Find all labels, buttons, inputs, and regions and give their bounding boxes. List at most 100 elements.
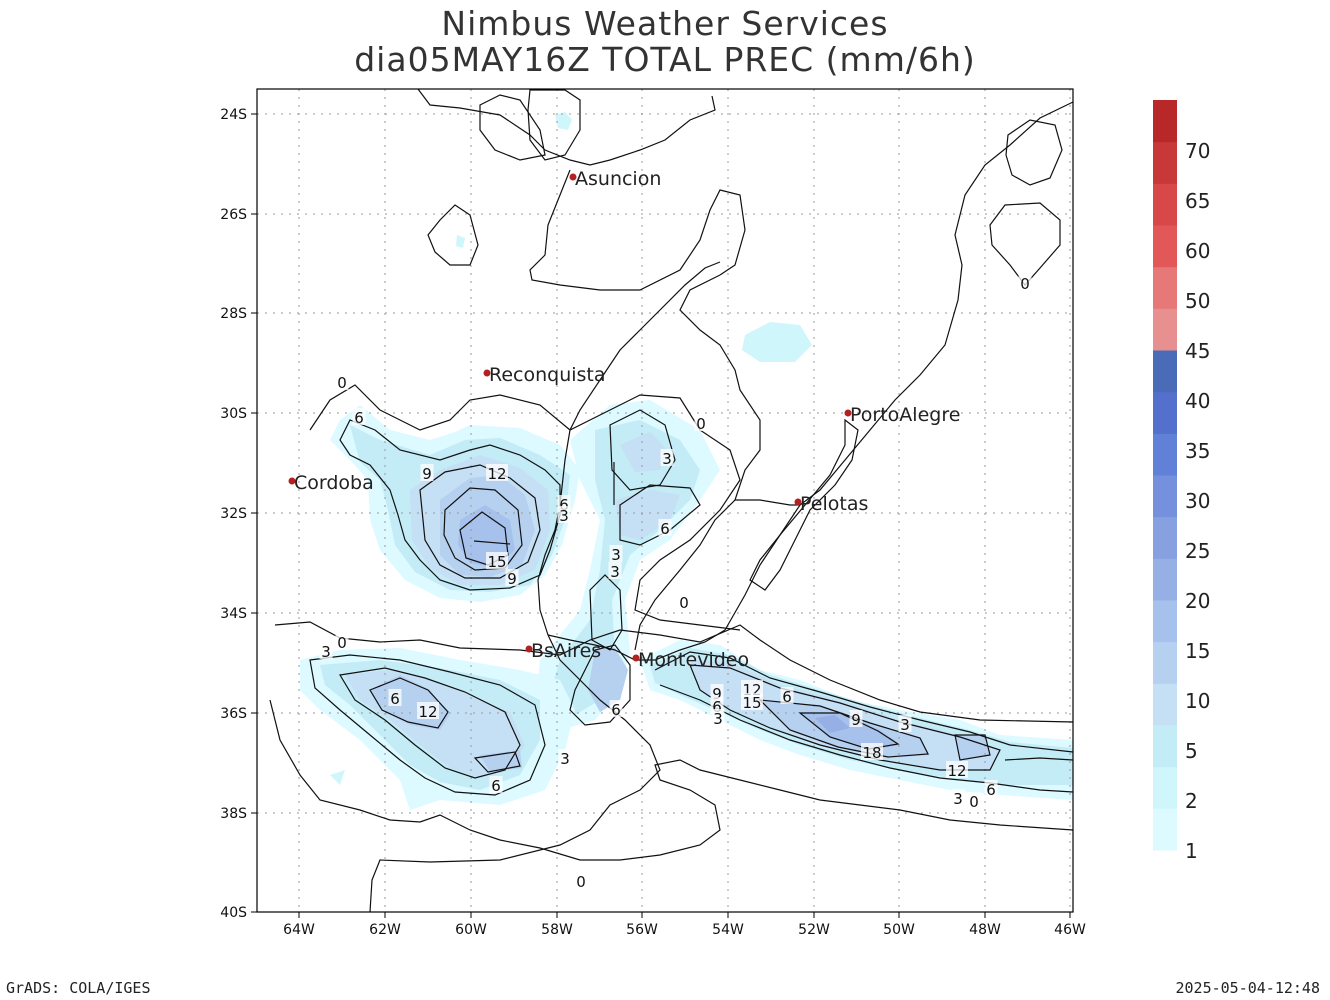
- colorbar-segment: [1153, 183, 1177, 226]
- contour-label: 12: [487, 465, 506, 483]
- city-label: Montevideo: [638, 649, 749, 671]
- colorbar-label: 25: [1185, 539, 1210, 563]
- city-label: BsAires: [531, 640, 601, 662]
- city-label: Reconquista: [489, 364, 606, 386]
- contour-label: 6: [354, 409, 364, 427]
- contour-label-bg: [388, 689, 402, 706]
- colorbar-label: 2: [1185, 789, 1198, 813]
- colorbar-segment: [1153, 725, 1177, 768]
- lon-tick-label: 50W: [883, 922, 915, 938]
- contour-label-bg: [609, 545, 623, 562]
- colorbar-segment: [1153, 391, 1177, 434]
- colorbar-label: 60: [1185, 239, 1210, 263]
- contour-0-south: [274, 621, 1073, 723]
- contour-label: 3: [560, 750, 570, 768]
- lon-tick-label: 62W: [369, 922, 401, 938]
- colorbar-label: 50: [1185, 289, 1210, 313]
- contour-label: 0: [576, 873, 586, 891]
- colorbar-label: 45: [1185, 339, 1210, 363]
- contour-ocean-4: [758, 699, 929, 758]
- contour-label-bg: [849, 710, 863, 727]
- city-label: PortoAlegre: [850, 404, 960, 426]
- lon-tick-label: 48W: [969, 922, 1001, 938]
- contour-label: 9: [712, 685, 722, 703]
- contour-0-south-2: [269, 699, 1073, 861]
- contour-ocean-1: [654, 651, 1073, 753]
- contour-label: 6: [712, 698, 722, 716]
- colorbar-segment: [1153, 808, 1177, 851]
- contour-ne-2: [989, 202, 1061, 286]
- contour-label: 6: [390, 690, 400, 708]
- city-marker: [569, 173, 577, 181]
- colorbar-segment: [1153, 641, 1177, 684]
- contour-label: 3: [953, 790, 963, 808]
- contour-central-2: [619, 484, 701, 546]
- colorbar-label: 20: [1185, 589, 1210, 613]
- contour-inner-1: [339, 419, 561, 591]
- footer-credit: GrADS: COLA/IGES: [6, 979, 151, 997]
- rio-de-la-plata: [537, 261, 721, 636]
- contour-label-bg: [658, 519, 672, 536]
- contour-label: 3: [713, 710, 723, 728]
- contour-label: 18: [862, 744, 881, 762]
- contour-label-bg: [677, 593, 691, 610]
- contour-label-bg: [861, 743, 883, 760]
- contour-label: 3: [610, 563, 620, 581]
- contour-label-bg: [694, 414, 708, 431]
- colorbar-segment: [1153, 766, 1177, 809]
- contour-label: 15: [742, 694, 761, 712]
- lon-tick-label: 64W: [283, 922, 315, 938]
- contour-label: 6: [611, 701, 621, 719]
- colorbar-segment: [1153, 141, 1177, 184]
- lat-tick-label: 28S: [220, 306, 247, 322]
- contour-central: [609, 409, 676, 491]
- lat-tick-label: 40S: [220, 905, 247, 921]
- contour-ocean-6: [954, 734, 991, 761]
- contour-label-bg: [898, 715, 912, 732]
- contour-label-bg: [489, 776, 503, 793]
- precip-area: [815, 715, 850, 733]
- contour-label-bg: [335, 633, 349, 650]
- precip-area: [456, 235, 465, 248]
- argentina-coast: [369, 634, 661, 912]
- lat-tick-label: 30S: [220, 406, 247, 422]
- precip-area: [330, 770, 345, 785]
- paraguay-river: [529, 169, 746, 291]
- contour-label-bg: [711, 709, 725, 726]
- city-markers: Asuncion Reconquista PortoAlegre Cordoba Pel…: [288, 168, 960, 671]
- contour-label: 0: [679, 594, 689, 612]
- contour-label-bg: [417, 702, 439, 719]
- contour-label-bg: [951, 789, 965, 806]
- contour-label-bg: [741, 693, 763, 710]
- contour-central-4: [569, 644, 631, 726]
- contour-label: 6: [986, 781, 996, 799]
- contour-ocean-7: [1004, 757, 1073, 761]
- uruguay-brazil-border: [735, 499, 800, 506]
- contour-label-bg: [984, 780, 998, 797]
- colorbar-segment: [1153, 100, 1177, 143]
- city-marker: [844, 409, 852, 417]
- lat-tick-label: 36S: [220, 706, 247, 722]
- contour-0-arg: [309, 384, 741, 631]
- lon-tick-label: 56W: [626, 922, 658, 938]
- contour-label-bg: [741, 680, 763, 697]
- footer-timestamp: 2025-05-04-12:48: [1175, 979, 1321, 997]
- contour-north: [527, 89, 581, 161]
- lat-tick-label: 32S: [220, 506, 247, 522]
- brazil-coast: [724, 101, 1073, 631]
- lake-contour: [427, 204, 479, 266]
- colorbar-label: 70: [1185, 139, 1210, 163]
- contour-label-bg: [420, 464, 434, 481]
- colorbar-segment: [1153, 350, 1177, 393]
- contour-label: 3: [662, 450, 672, 468]
- contour-label-bg: [557, 506, 571, 523]
- contour-bsas-3: [369, 677, 449, 729]
- contour-label: 0: [969, 793, 979, 811]
- colorbar-segment: [1153, 475, 1177, 518]
- colorbar-label: 1: [1185, 839, 1198, 863]
- map-subtitle: dia05MAY16Z TOTAL PREC (mm/6h): [354, 40, 976, 79]
- contour-label-bg: [660, 449, 674, 466]
